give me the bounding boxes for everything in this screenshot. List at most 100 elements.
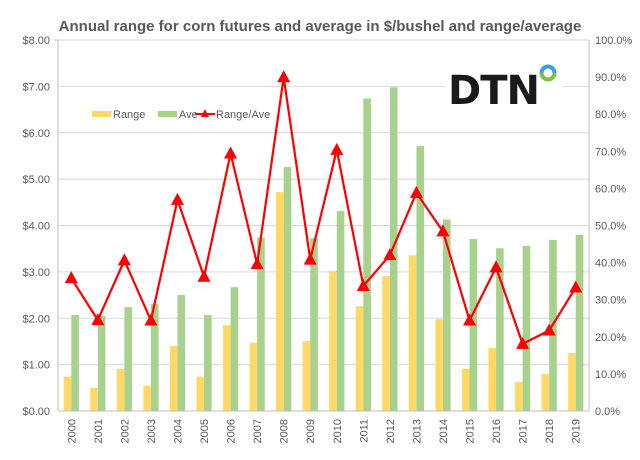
right-axis-tick-label: 30.0% — [595, 295, 626, 307]
bar-ave-2013 — [416, 146, 425, 411]
logo-ring-icon — [539, 64, 557, 82]
line-point-2006 — [224, 146, 238, 159]
right-axis-tick-label: 20.0% — [595, 332, 626, 344]
x-axis-tick-label: 2001 — [93, 419, 105, 443]
bar-ave-2009 — [310, 238, 318, 411]
legend-triangle-marker-icon — [201, 109, 209, 117]
bar-ave-2006 — [230, 287, 239, 411]
left-axis-tick-label: $8.00 — [22, 35, 50, 47]
line-point-2010 — [330, 142, 344, 155]
bar-range-2015 — [461, 368, 470, 411]
x-axis-tick-label: 2002 — [119, 419, 131, 443]
bar-range-2009 — [302, 340, 311, 411]
range-ave-line — [64, 70, 583, 349]
bar-range-2000 — [63, 376, 72, 411]
bar-range-2019 — [568, 353, 576, 411]
x-axis-tick-label: 2014 — [438, 419, 450, 443]
left-axis-tick-label: $6.00 — [22, 128, 50, 140]
bar-range-2011 — [355, 306, 364, 411]
x-axis-tick-label: 2008 — [279, 419, 291, 443]
bar-range-2018 — [541, 373, 550, 411]
line-point-2008 — [277, 70, 291, 83]
left-axis-ticks: $0.00 $1.00 $2.00 $3.00 $4.00 $5.00 $6.00 $7.00… — [22, 35, 50, 418]
left-axis-tick-label: $2.00 — [22, 313, 50, 325]
logo-text: DTN — [448, 68, 539, 114]
bar-range-2006 — [222, 325, 231, 411]
bar-ave-2001 — [97, 315, 106, 411]
bar-ave-2016 — [496, 248, 504, 411]
left-axis-tick-label: $3.00 — [22, 267, 50, 279]
bar-range-2012 — [382, 276, 390, 411]
bar-ave-2002 — [124, 307, 132, 411]
line-range-ave — [70, 75, 577, 345]
bar-range-2003 — [143, 385, 151, 411]
bar-range-2014 — [435, 319, 443, 411]
line-point-2002 — [117, 253, 131, 266]
bar-ave-2019 — [575, 234, 584, 411]
x-axis-tick-label: 2015 — [465, 419, 477, 443]
right-axis-tick-label: 60.0% — [595, 183, 626, 195]
x-axis-tick-label: 2006 — [226, 419, 238, 443]
x-axis-tick-label: 2012 — [385, 419, 397, 443]
line-point-2009 — [303, 252, 317, 265]
bar-ave-2014 — [442, 219, 451, 411]
x-axis-tick-label: 2007 — [252, 419, 264, 443]
legend: Range Ave Range/Ave — [92, 109, 270, 121]
bar-ave-2005 — [204, 315, 212, 411]
left-axis-tick-label: $7.00 — [22, 81, 50, 93]
bar-ave-2000 — [71, 315, 79, 411]
line-point-2005 — [197, 269, 211, 282]
x-axis-tick-label: 2011 — [358, 419, 370, 443]
x-axis-tick-label: 2013 — [411, 419, 423, 443]
legend-label-ave: Ave — [179, 109, 198, 121]
bar-range-2005 — [196, 376, 205, 411]
left-axis-tick-label: $4.00 — [22, 221, 50, 233]
line-point-2013 — [409, 185, 423, 198]
line-point-2012 — [383, 248, 397, 261]
bar-range-2013 — [408, 255, 417, 411]
legend-swatch-range — [92, 111, 111, 117]
x-axis-tick-label: 2005 — [199, 419, 211, 443]
line-point-2015 — [463, 313, 477, 326]
x-axis-tick-label: 2010 — [332, 419, 344, 443]
bar-ave-2012 — [389, 87, 398, 412]
bar-ave-2011 — [363, 98, 371, 412]
right-axis-tick-label: 10.0% — [595, 369, 626, 381]
line-point-2001 — [91, 313, 105, 326]
bar-ave-2004 — [177, 295, 186, 411]
right-axis-tick-label: 90.0% — [595, 72, 626, 84]
line-point-2014 — [436, 224, 450, 237]
x-axis-tick-label: 2018 — [544, 419, 556, 443]
dtn-logo: DTN — [445, 60, 563, 114]
x-axis-tick-label: 2009 — [305, 419, 317, 443]
x-axis-tick-label: 2016 — [491, 419, 503, 443]
line-point-2017 — [516, 336, 530, 349]
line-point-2018 — [542, 323, 556, 336]
legend-label-range: Range — [113, 109, 145, 121]
left-axis-tick-label: $1.00 — [22, 360, 50, 372]
line-point-2004 — [170, 192, 184, 205]
bar-range-2016 — [488, 347, 497, 411]
bar-range-2002 — [116, 368, 125, 411]
x-axis-tick-label: 2000 — [66, 419, 78, 443]
x-axis-tick-label: 2017 — [518, 419, 530, 443]
x-axis-ticks: 2000 2001 2002 2003 2004 2005 2006 2007 2008 2009… — [66, 419, 582, 443]
right-axis-tick-label: 40.0% — [595, 258, 626, 270]
x-axis-tick-label: 2003 — [146, 419, 158, 443]
line-point-2019 — [569, 280, 583, 293]
legend-swatch-ave — [158, 111, 177, 117]
right-axis-tick-label: 100.0% — [595, 35, 633, 47]
line-point-2016 — [489, 260, 503, 273]
bar-ave-2010 — [336, 211, 345, 411]
right-axis-tick-label: 70.0% — [595, 146, 626, 158]
x-axis-tick-label: 2004 — [172, 419, 184, 443]
right-axis-tick-label: 50.0% — [595, 221, 626, 233]
bar-range-2007 — [249, 342, 258, 411]
legend-label-range-ave: Range/Ave — [216, 109, 270, 121]
bar-range-2017 — [515, 381, 523, 411]
bar-range-2001 — [90, 387, 98, 411]
bar-range-2004 — [169, 346, 178, 411]
axes — [54, 39, 590, 412]
left-axis-tick-label: $5.00 — [22, 174, 50, 186]
